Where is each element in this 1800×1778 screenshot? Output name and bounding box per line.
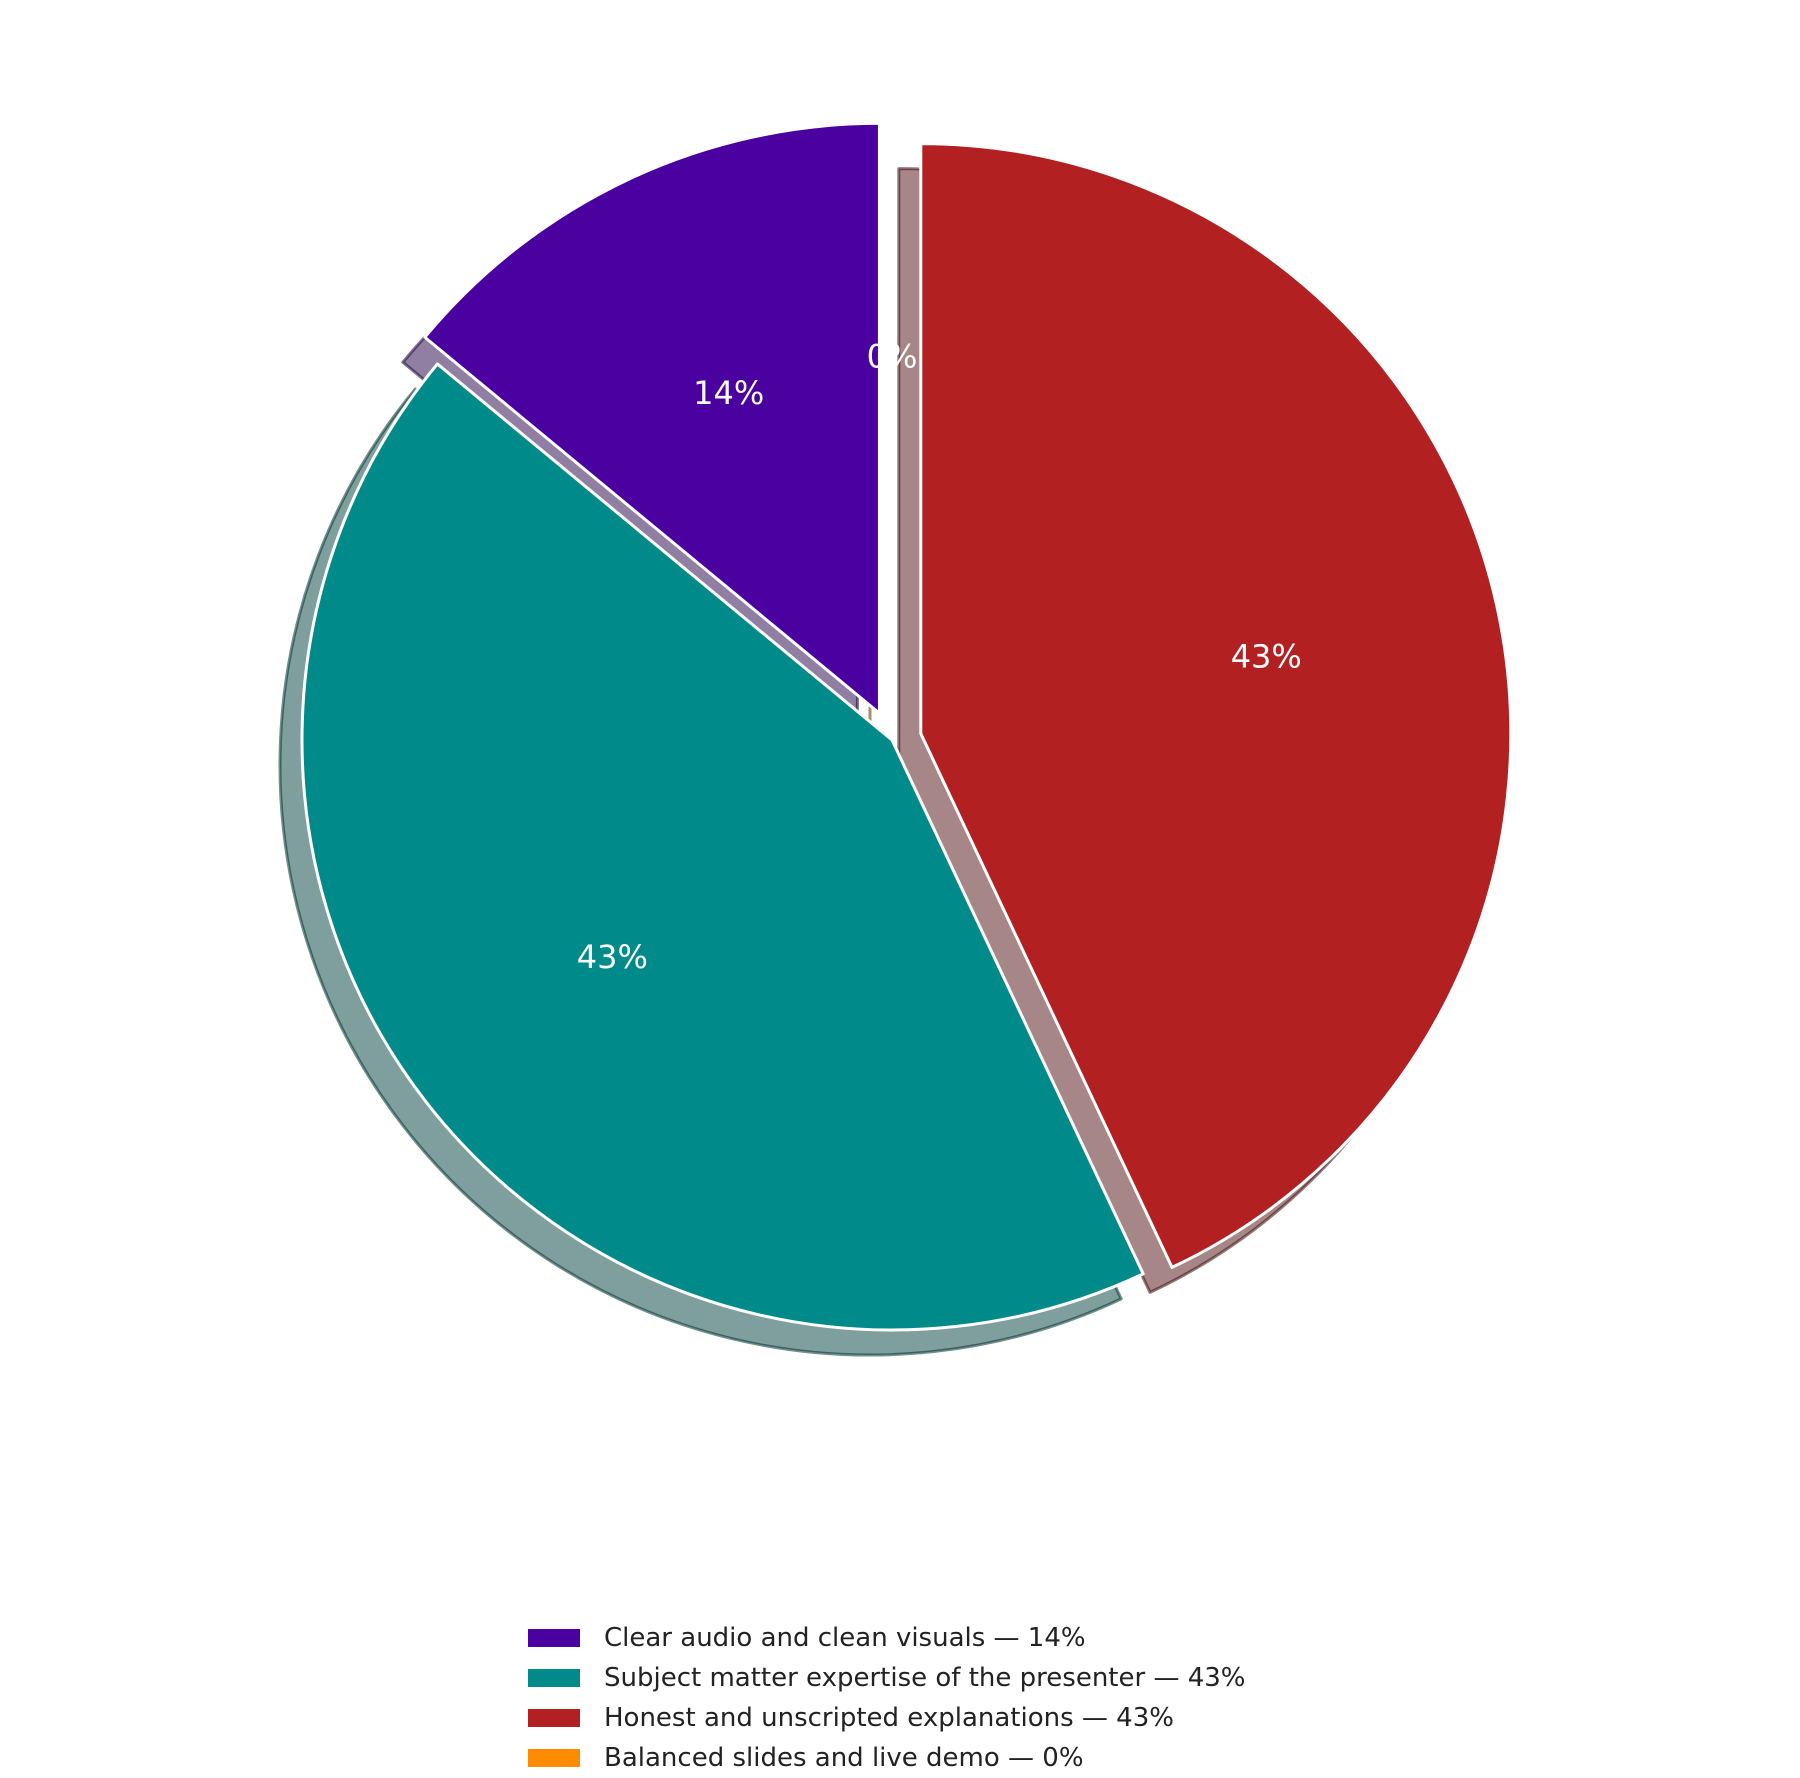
chart-legend: Clear audio and clean visuals — 14% Subj… bbox=[528, 1618, 1428, 1778]
pie-slices bbox=[300, 119, 1513, 1332]
slice-percent-label: 43% bbox=[1231, 637, 1302, 675]
legend-swatch bbox=[528, 1629, 580, 1647]
slice-percent-label: 0% bbox=[867, 338, 918, 376]
legend-swatch bbox=[528, 1709, 580, 1727]
pie-slice bbox=[300, 362, 1145, 1332]
slice-percent-label: 14% bbox=[693, 374, 764, 412]
legend-swatch bbox=[528, 1669, 580, 1687]
legend-swatch bbox=[528, 1749, 580, 1767]
slice-percent-label: 43% bbox=[577, 938, 648, 976]
legend-item: Subject matter expertise of the presente… bbox=[528, 1658, 1428, 1698]
pie-slice bbox=[919, 142, 1513, 1269]
legend-label: Subject matter expertise of the presente… bbox=[604, 1663, 1246, 1693]
legend-item: Clear audio and clean visuals — 14% bbox=[528, 1618, 1428, 1658]
legend-item: Balanced slides and live demo — 0% bbox=[528, 1738, 1428, 1778]
legend-label: Honest and unscripted explanations — 43% bbox=[604, 1703, 1174, 1733]
legend-label: Clear audio and clean visuals — 14% bbox=[604, 1623, 1086, 1653]
percent-labels: 14% 43% 43% 0% bbox=[577, 338, 1302, 976]
legend-label: Balanced slides and live demo — 0% bbox=[604, 1743, 1084, 1773]
legend-item: Honest and unscripted explanations — 43% bbox=[528, 1698, 1428, 1738]
pie-slice bbox=[423, 121, 881, 715]
